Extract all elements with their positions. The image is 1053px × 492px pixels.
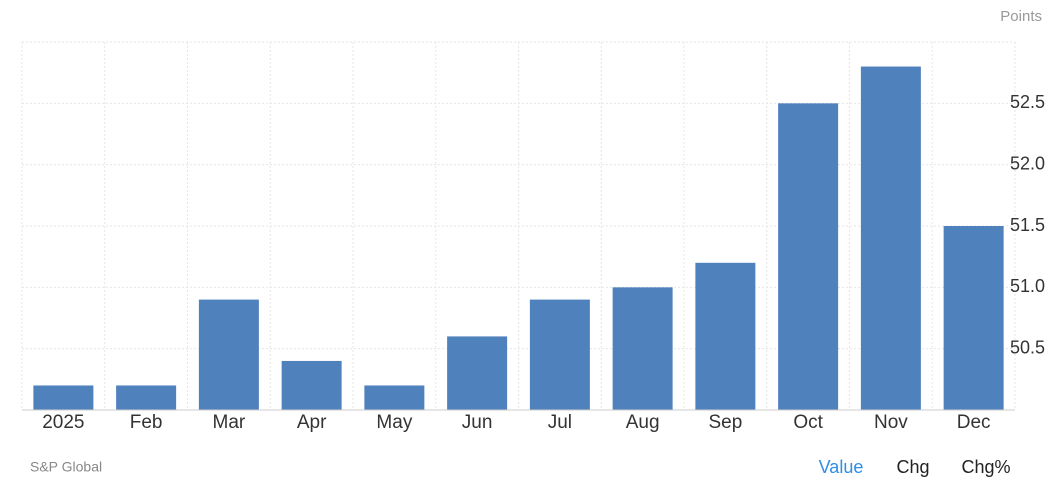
unit-label: Points xyxy=(1000,8,1042,25)
bar xyxy=(198,299,259,410)
y-tick-label: 51.5 xyxy=(1010,215,1045,235)
bar xyxy=(447,336,508,410)
y-tick-label: 51.0 xyxy=(1010,276,1045,296)
bar xyxy=(364,385,425,410)
source: S&P Global xyxy=(30,459,102,475)
bar xyxy=(695,262,756,410)
x-tick-label: 2025 xyxy=(42,412,84,433)
y-tick-label: 52.0 xyxy=(1010,153,1045,173)
x-tick-label: Feb xyxy=(130,412,163,433)
x-tick-label: Oct xyxy=(793,412,823,433)
x-tick-label: May xyxy=(376,412,412,433)
bar xyxy=(943,226,1004,410)
chg-button[interactable]: Chg xyxy=(896,457,929,477)
value-button[interactable]: Value xyxy=(819,457,864,477)
bar xyxy=(529,299,590,410)
x-tick-label: Jul xyxy=(548,412,572,433)
bar xyxy=(778,103,839,410)
x-tick-label: Mar xyxy=(213,412,246,433)
y-tick-label: 52.5 xyxy=(1010,92,1045,112)
x-tick-label: Jun xyxy=(462,412,493,433)
x-tick-label: Apr xyxy=(297,412,327,433)
bar xyxy=(33,385,94,410)
bar xyxy=(860,66,921,411)
x-tick-label: Aug xyxy=(626,412,660,433)
x-tick-label: Nov xyxy=(874,412,908,433)
bar xyxy=(612,287,673,410)
x-tick-label: Dec xyxy=(957,412,991,433)
bar xyxy=(281,360,342,410)
y-tick-label: 50.5 xyxy=(1010,337,1045,357)
x-tick-label: Sep xyxy=(708,412,742,433)
bar xyxy=(116,385,177,410)
chg-pct-button[interactable]: Chg% xyxy=(961,457,1010,477)
